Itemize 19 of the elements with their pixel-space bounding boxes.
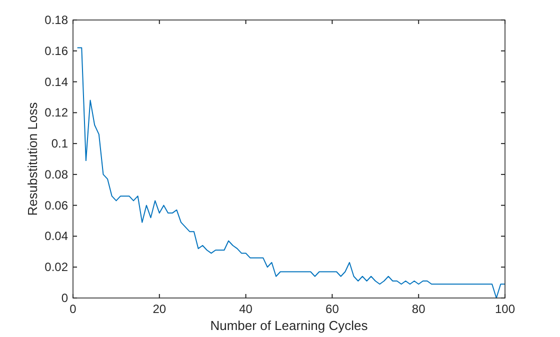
y-tick-label: 0.18 [44, 13, 68, 27]
x-tick-label: 100 [494, 302, 516, 316]
x-tick-label: 60 [326, 302, 340, 316]
x-tick-label: 0 [70, 302, 77, 316]
x-tick-label: 80 [412, 302, 426, 316]
y-tick-label: 0.16 [44, 44, 68, 58]
y-tick-label: 0.02 [44, 260, 68, 274]
y-tick-label: 0.08 [44, 167, 68, 182]
y-axis-title: Resubstitution Loss [25, 102, 40, 216]
y-tick-label: 0.04 [44, 229, 68, 244]
x-axis-title: Number of Learning Cycles [210, 318, 368, 333]
x-tick-label: 20 [152, 302, 166, 316]
y-tick-label: 0 [61, 291, 68, 305]
y-tick-label: 0.12 [44, 106, 68, 120]
y-tick-label: 0.1 [51, 136, 68, 151]
x-tick-label: 40 [239, 302, 253, 316]
y-tick-label: 0.06 [44, 198, 68, 212]
y-tick-label: 0.14 [44, 74, 68, 89]
line-series [76, 47, 506, 298]
